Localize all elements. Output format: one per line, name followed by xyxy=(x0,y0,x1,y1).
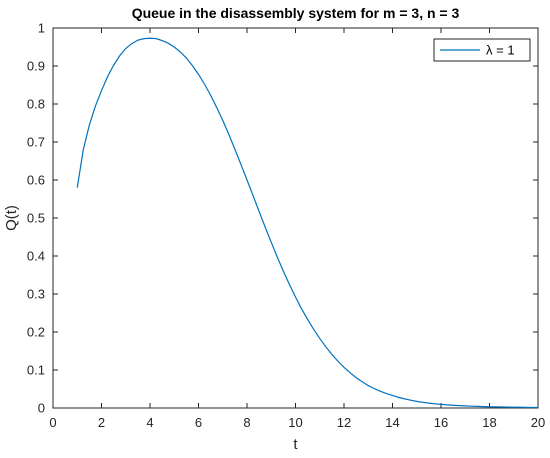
x-axis-label: t xyxy=(293,436,298,453)
y-axis-label: Q(t) xyxy=(3,205,20,231)
x-tick-label: 18 xyxy=(482,415,496,430)
y-tick-label: 0.1 xyxy=(27,363,45,378)
x-tick-label: 12 xyxy=(337,415,351,430)
x-tick-label: 8 xyxy=(243,415,250,430)
x-tick-label: 2 xyxy=(98,415,105,430)
y-tick-label: 0.9 xyxy=(27,59,45,74)
chart-title: Queue in the disassembly system for m = … xyxy=(132,5,460,21)
legend-entry-label: λ = 1 xyxy=(486,43,515,58)
plot-area xyxy=(52,27,539,409)
x-tick-label: 14 xyxy=(385,415,399,430)
x-tick-label: 20 xyxy=(531,415,545,430)
y-tick-label: 0.6 xyxy=(27,173,45,188)
x-tick-label: 0 xyxy=(49,415,56,430)
y-tick-label: 1 xyxy=(38,21,45,36)
x-tick-label: 4 xyxy=(146,415,153,430)
y-tick-label: 0.3 xyxy=(27,287,45,302)
series-line-lambda-1 xyxy=(76,37,539,409)
legend-box xyxy=(433,38,531,62)
y-tick-label: 0.8 xyxy=(27,97,45,112)
x-tick-label: 6 xyxy=(195,415,202,430)
legend: λ = 1 xyxy=(433,38,531,62)
x-tick-label: 10 xyxy=(288,415,302,430)
y-tick-label: 0 xyxy=(38,401,45,416)
y-tick-label: 0.7 xyxy=(27,135,45,150)
y-tick-label: 0.5 xyxy=(27,211,45,226)
y-tick-label: 0.4 xyxy=(27,249,45,264)
x-tick-label: 16 xyxy=(434,415,448,430)
y-tick-label: 0.2 xyxy=(27,325,45,340)
ticks-layer: 0 2 4 6 8 10 12 14 16 18 20 0 0.1 0.2 0.3 0.4 0.5 0.6 0.7 0… xyxy=(27,21,545,431)
